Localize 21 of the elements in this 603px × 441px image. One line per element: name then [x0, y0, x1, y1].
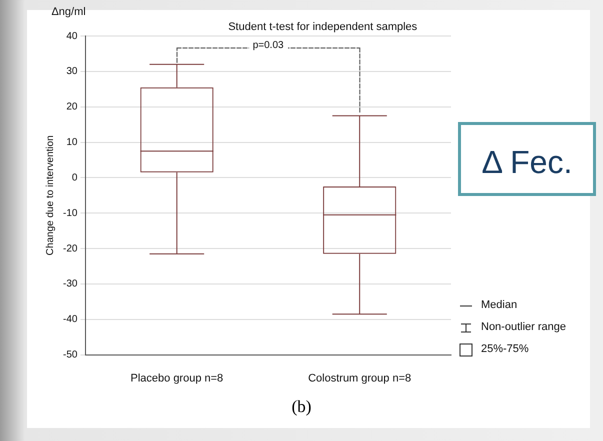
- y-tick-label: -50: [63, 350, 78, 361]
- x-tick-label: Placebo group n=8: [130, 372, 224, 384]
- y-tick-label: 40: [66, 30, 78, 42]
- y-axis-title: Change due to intervention: [44, 135, 56, 256]
- text: (b): [290, 397, 312, 417]
- chart-title: Student t-test for independent samples: [228, 21, 418, 33]
- text: 25%-75%: [481, 342, 529, 355]
- text: Δ Fec.: [458, 122, 596, 196]
- y-tick-label: 30: [66, 66, 78, 78]
- x-tick-label: Colostrum group n=8: [308, 372, 412, 384]
- text: Δng/ml: [51, 6, 86, 18]
- annotation: p=0.03: [248, 40, 288, 51]
- y-tick-label: 20: [66, 102, 78, 113]
- y-tick-label: 10: [66, 137, 78, 148]
- y-tick-label: -40: [63, 314, 78, 326]
- y-tick-label: -10: [63, 208, 78, 219]
- text: Non-outlier range: [481, 320, 566, 333]
- y-tick-label: -30: [63, 278, 78, 290]
- y-tick-label: -20: [63, 243, 78, 254]
- text: Median: [481, 298, 518, 311]
- y-tick-label: 0: [72, 172, 78, 184]
